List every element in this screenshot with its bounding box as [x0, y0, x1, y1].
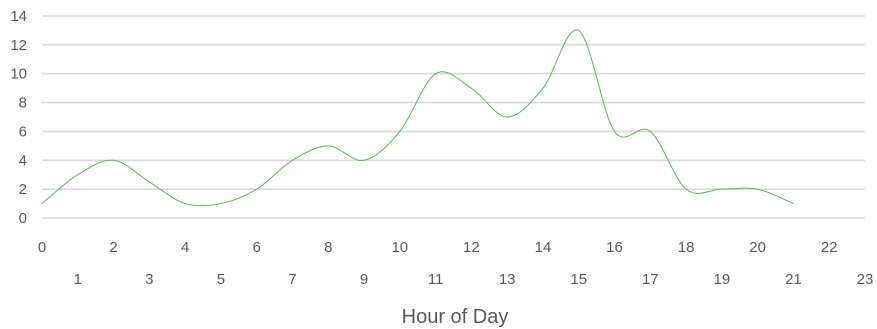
data-point: [469, 86, 473, 90]
x-tick-label: 18: [678, 239, 695, 256]
gridlines: [42, 15, 865, 219]
x-tick-label: 6: [253, 239, 261, 256]
data-point: [577, 28, 581, 32]
data-point: [791, 202, 795, 206]
data-point: [255, 187, 259, 191]
x-tick-label: 13: [499, 271, 516, 288]
x-tick-label: 14: [535, 239, 552, 256]
x-tick-label: 0: [38, 239, 46, 256]
x-tick-label: 3: [145, 271, 153, 288]
x-tick-label: 17: [642, 271, 659, 288]
data-point: [648, 129, 652, 133]
x-tick-label: 8: [324, 239, 332, 256]
data-point: [434, 72, 438, 76]
data-point: [290, 158, 294, 162]
series-layer: [40, 28, 795, 207]
series-line-0: [41, 29, 794, 207]
data-point: [756, 187, 760, 191]
x-axis-title: Hour of Day: [402, 306, 509, 328]
x-tick-label: 16: [606, 239, 623, 256]
data-point: [219, 202, 223, 206]
data-point: [40, 202, 44, 206]
x-tick-label: 2: [109, 239, 117, 256]
x-tick-label: 22: [821, 239, 838, 256]
data-point: [541, 86, 545, 90]
x-tick-label: 21: [785, 271, 802, 288]
data-point: [720, 187, 724, 191]
y-tick-label: 0: [19, 210, 27, 227]
x-tick-label: 4: [181, 239, 189, 256]
x-tick-label: 20: [749, 239, 766, 256]
x-tick-label: 19: [714, 271, 731, 288]
data-point: [398, 129, 402, 133]
y-tick-label: 6: [19, 123, 27, 140]
x-tick-label: 5: [217, 271, 225, 288]
data-point: [362, 158, 366, 162]
data-point: [183, 202, 187, 206]
x-tick-label: 1: [74, 271, 82, 288]
data-point: [684, 187, 688, 191]
y-tick-label: 4: [19, 152, 27, 169]
y-tick-label: 12: [10, 37, 27, 54]
data-point: [76, 173, 80, 177]
x-tick-label: 12: [463, 239, 480, 256]
y-axis-tick-labels: 0 2 4 6 8 10 12 14: [10, 8, 27, 227]
data-point: [326, 144, 330, 148]
x-tick-label: 7: [288, 271, 296, 288]
y-tick-label: 8: [19, 95, 27, 112]
data-point: [613, 129, 617, 133]
x-tick-label: 10: [391, 239, 408, 256]
y-tick-label: 2: [19, 181, 27, 198]
data-point: [147, 180, 151, 184]
y-tick-label: 14: [10, 8, 27, 25]
data-point: [112, 158, 116, 162]
x-tick-label: 15: [570, 271, 587, 288]
data-point: [505, 115, 509, 119]
x-tick-label: 11: [428, 271, 444, 288]
y-tick-label: 10: [10, 66, 27, 83]
x-axis-tick-labels: 0 2 4 6 8 10 12 14 16 18 20 221 3 5 7 9 11 13 15 17 19 21 23: [38, 239, 874, 288]
x-tick-label: 9: [360, 271, 368, 288]
x-tick-label: 23: [857, 271, 874, 288]
